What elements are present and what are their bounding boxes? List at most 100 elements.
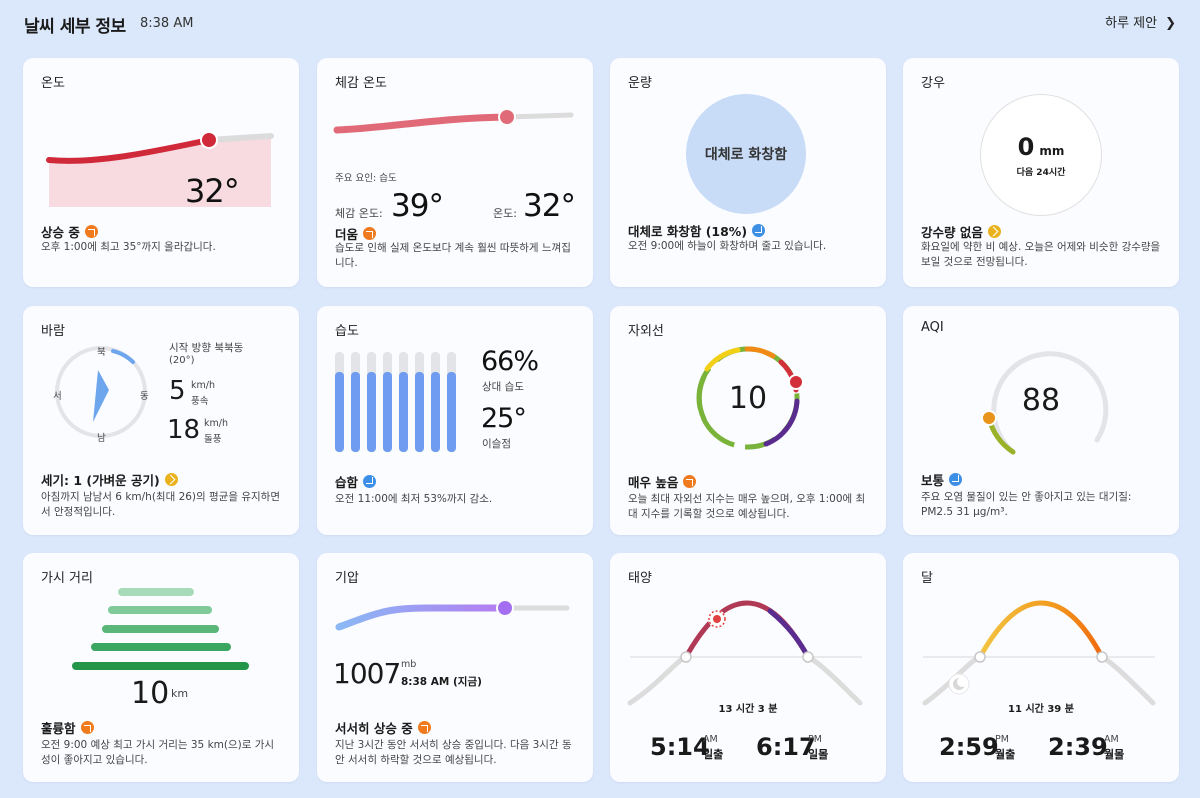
temperature-graph bbox=[46, 131, 274, 207]
precipitation-period: 다음 24시간 bbox=[1016, 168, 1066, 178]
trend-down-icon bbox=[363, 475, 377, 488]
actual-temp-label: 온도: bbox=[493, 207, 517, 220]
status-text: 훌륭함 bbox=[41, 721, 76, 736]
card-title: 자외선 bbox=[628, 324, 664, 339]
card-title: 온도 bbox=[41, 76, 65, 91]
humidity-bar bbox=[351, 372, 360, 452]
pressure-graph bbox=[335, 599, 570, 631]
humidity-value: 66% bbox=[481, 346, 539, 377]
pressure-time: 8:38 AM (지금) bbox=[401, 676, 482, 688]
trend-up-icon bbox=[363, 227, 377, 240]
compass-north-label: 북 bbox=[97, 347, 106, 358]
sunset-time: 6:17 bbox=[756, 733, 816, 761]
feels-like-graph bbox=[333, 108, 574, 134]
moon-card[interactable]: 달 11 시간 39 분 2:59 PM 월출 2:39 AM 월몰 bbox=[903, 553, 1179, 782]
status-description: 오전 11:00에 최저 53%까지 감소. bbox=[335, 493, 493, 505]
feels-like-card[interactable]: 체감 온도 주요 요인: 습도 체감 온도: 39° 온도: 32° 더움 습도… bbox=[317, 58, 593, 287]
sunset-label: 일몰 bbox=[808, 748, 829, 761]
card-title: 강우 bbox=[921, 76, 945, 91]
card-title: 달 bbox=[921, 571, 933, 586]
uv-card[interactable]: 자외선 10 매우 높음 오늘 최대 자외선 지수는 매우 높으며, 오후 1:… bbox=[610, 306, 886, 535]
visibility-unit: km bbox=[171, 687, 189, 700]
header: 날씨 세부 정보 8:38 AM 하루 제안 ❯ bbox=[24, 12, 1176, 37]
daily-suggestions-link[interactable]: 하루 제안 ❯ bbox=[1105, 12, 1176, 31]
status-description: 주요 오염 물질이 있는 안 좋아지고 있는 대기질: PM2.5 31 μg/… bbox=[921, 491, 1132, 518]
precipitation-unit: mm bbox=[1039, 144, 1065, 158]
sun-card[interactable]: 태양 13 시간 3 분 5:14 AM 일출 6:17 PM 일몰 bbox=[610, 553, 886, 782]
status-label: 서서히 상승 중 bbox=[335, 718, 431, 737]
status-text: 습함 bbox=[335, 475, 359, 490]
moonrise-time: 2:59 bbox=[939, 733, 999, 761]
humidity-bar bbox=[335, 372, 344, 452]
precipitation-card[interactable]: 강우 0 mm 다음 24시간 강수량 없음 화요일에 약한 비 예상. 오늘은… bbox=[903, 58, 1179, 287]
trend-up-icon bbox=[417, 721, 431, 734]
dew-point-value: 25° bbox=[481, 403, 527, 434]
actual-temp-value: 32° bbox=[523, 188, 576, 224]
card-title: AQI bbox=[921, 320, 944, 335]
humidity-label: 상대 습도 bbox=[482, 381, 524, 393]
humidity-bar bbox=[367, 372, 376, 452]
status-label: 대체로 화창함 (18%) bbox=[628, 221, 766, 240]
wind-speed-label: 풍속 bbox=[191, 396, 209, 407]
status-description: 화요일에 약한 비 예상. 오늘은 어제와 비슷한 강수량을 보일 것으로 전망… bbox=[921, 241, 1161, 268]
moonrise-ampm: PM bbox=[995, 734, 1009, 745]
wind-speed-value: 5 bbox=[169, 376, 186, 406]
status-label: 매우 높음 bbox=[628, 472, 697, 491]
wind-card[interactable]: 바람 북 동 남 서 시작 방향 북북동 (20°) 5 km/h 풍속 18 … bbox=[23, 306, 299, 535]
cloud-cover-card[interactable]: 운량 대체로 화창함 대체로 화창함 (18%) 오전 9:00에 하늘이 화창… bbox=[610, 58, 886, 287]
status-label: 훌륭함 bbox=[41, 718, 94, 737]
wind-direction-label: 시작 방향 북북동 bbox=[169, 342, 244, 354]
trend-up-icon bbox=[84, 225, 98, 238]
uv-index-value: 10 bbox=[728, 381, 768, 416]
status-label: 강수량 없음 bbox=[921, 222, 1001, 241]
wind-speed-unit: km/h bbox=[191, 380, 215, 391]
moonset-ampm: AM bbox=[1104, 734, 1119, 745]
daylight-duration: 13 시간 3 분 bbox=[718, 704, 778, 715]
pressure-card[interactable]: 기압 1007 mb 8:38 AM (지금) 서서히 상승 중 지난 3시간 … bbox=[317, 553, 593, 782]
moon-arc bbox=[922, 600, 1156, 706]
moonset-time: 2:39 bbox=[1048, 733, 1108, 761]
uv-gauge bbox=[696, 346, 804, 450]
status-label: 상승 중 bbox=[41, 222, 98, 241]
pressure-value: 1007 bbox=[333, 657, 401, 690]
header-time: 8:38 AM bbox=[140, 16, 194, 31]
status-text: 더움 bbox=[335, 227, 359, 242]
temperature-card[interactable]: 온도 32° 상승 중 오후 1:00에 최고 35°까지 올라갑니다. bbox=[23, 58, 299, 287]
humidity-bar bbox=[447, 372, 456, 452]
humidity-card[interactable]: 습도 66% 상대 습도 25° 이슬점 습함 오전 11:00에 최저 53%… bbox=[317, 306, 593, 535]
compass-dial bbox=[55, 346, 147, 438]
visibility-card[interactable]: 가시 거리 10 km 훌륭함 오전 9:00 예상 최고 가시 거리는 35 … bbox=[23, 553, 299, 782]
status-description: 습도로 인해 실제 온도보다 계속 훨씬 따뜻하게 느껴집니다. bbox=[335, 242, 571, 269]
visibility-bars bbox=[72, 588, 249, 670]
card-title: 바람 bbox=[41, 324, 65, 339]
temperature-value: 32° bbox=[185, 172, 240, 210]
card-title: 체감 온도 bbox=[335, 76, 387, 91]
card-title: 태양 bbox=[628, 571, 652, 586]
aqi-value: 88 bbox=[1021, 383, 1061, 418]
trend-down-icon bbox=[752, 224, 766, 237]
status-label: 보통 bbox=[921, 470, 963, 489]
visibility-value: 10 bbox=[131, 676, 170, 711]
status-text: 서서히 상승 중 bbox=[335, 721, 413, 736]
status-text: 세기: 1 (가벼운 공기) bbox=[41, 473, 160, 488]
card-title: 습도 bbox=[335, 324, 359, 339]
card-title: 운량 bbox=[628, 76, 652, 91]
status-label: 습함 bbox=[335, 472, 377, 491]
sunrise-label: 일출 bbox=[703, 748, 724, 761]
card-title: 기압 bbox=[335, 571, 359, 586]
aqi-card[interactable]: AQI 88 보통 주요 오염 물질이 있는 안 좋아지고 있는 대기질: PM… bbox=[903, 306, 1179, 535]
trend-up-icon bbox=[80, 721, 94, 734]
gust-label: 돌풍 bbox=[204, 434, 222, 445]
status-label: 더움 bbox=[335, 224, 377, 243]
status-text: 강수량 없음 bbox=[921, 225, 983, 240]
feels-like-value: 39° bbox=[391, 188, 444, 224]
compass-west-label: 서 bbox=[53, 391, 62, 402]
trend-up-icon bbox=[683, 475, 697, 488]
precipitation-amount: 0 mm bbox=[981, 133, 1101, 161]
humidity-bar bbox=[431, 372, 440, 452]
precipitation-circle: 0 mm 다음 24시간 bbox=[980, 94, 1102, 216]
main-factor-label: 주요 요인: 습도 bbox=[335, 173, 397, 184]
status-text: 대체로 화창함 (18%) bbox=[628, 224, 748, 239]
trend-flat-icon bbox=[987, 225, 1001, 238]
status-description: 오후 1:00에 최고 35°까지 올라갑니다. bbox=[41, 241, 216, 253]
